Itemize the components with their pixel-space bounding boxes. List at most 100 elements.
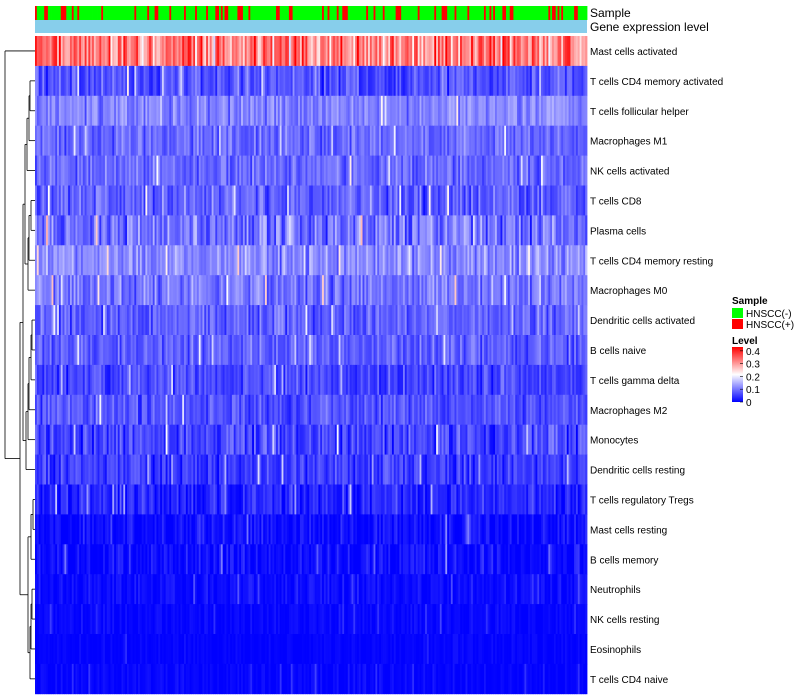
heatmap-cell (108, 305, 111, 336)
heatmap-cell (108, 95, 111, 127)
heatmap-cell (167, 484, 170, 515)
sample-annotation-cell-negative (187, 6, 190, 20)
heatmap-cell (355, 215, 358, 246)
heatmap-cell (423, 394, 426, 426)
sample-annotation-cell-negative (79, 6, 82, 20)
heatmap-cell (147, 305, 150, 336)
heatmap-cell (539, 95, 542, 127)
heatmap-cell (215, 95, 218, 127)
heatmap-cell (397, 155, 400, 186)
heatmap-cell (563, 424, 566, 455)
heatmap-cell (524, 305, 527, 336)
heatmap-cell (533, 424, 536, 455)
heatmap-cell (366, 125, 369, 156)
heatmap-cell (298, 65, 301, 97)
heatmap-cell (323, 215, 327, 246)
heatmap-cell (246, 454, 249, 485)
heatmap-cell (127, 245, 130, 276)
heatmap-cell (40, 65, 43, 97)
heatmap-cell (228, 155, 231, 186)
heatmap-cell (320, 275, 323, 306)
heatmap-cell (288, 65, 292, 97)
heatmap-cell (454, 155, 457, 186)
heatmap-cell (257, 275, 260, 306)
heatmap-cell (375, 275, 378, 306)
heatmap-cell (574, 36, 577, 67)
heatmap-cell (200, 155, 203, 186)
heatmap-cell (193, 454, 196, 485)
heatmap-cell (160, 125, 163, 156)
heatmap-cell (511, 424, 514, 455)
heatmap-cell (167, 394, 170, 426)
heatmap-cell (377, 125, 380, 156)
heatmap-cell (79, 424, 82, 455)
heatmap-cell (103, 185, 106, 216)
heatmap-cell (542, 215, 546, 246)
heatmap-cell (138, 335, 141, 366)
heatmap-cell (110, 394, 113, 426)
heatmap-cell (368, 454, 371, 485)
heatmap-cell (564, 424, 568, 455)
heatmap-cell (287, 95, 290, 127)
heatmap-cell (316, 185, 319, 216)
heatmap-cell (450, 125, 454, 156)
heatmap-cell (191, 65, 194, 97)
heatmap-cell (101, 305, 104, 336)
heatmap-cell (544, 125, 547, 156)
heatmap-cell (173, 305, 176, 336)
heatmap-cell (340, 394, 343, 426)
heatmap-cell (93, 424, 97, 455)
heatmap-cell (163, 394, 167, 426)
heatmap-cell (375, 65, 378, 97)
heatmap-cell (316, 155, 319, 186)
heatmap-cell (90, 364, 93, 396)
heatmap-cell (38, 275, 41, 306)
heatmap-cell (207, 36, 211, 67)
heatmap-cell (99, 454, 102, 485)
heatmap-cell (92, 305, 95, 336)
heatmap-cell (333, 36, 336, 67)
heatmap-cell (327, 125, 330, 156)
heatmap-cell (69, 185, 73, 216)
heatmap-cell (379, 424, 382, 455)
heatmap-cell (305, 364, 308, 396)
heatmap-cell (235, 185, 238, 216)
heatmap-cell (184, 185, 187, 216)
heatmap-cell (224, 245, 227, 276)
heatmap-cell (432, 155, 435, 186)
heatmap-cell (115, 155, 119, 186)
heatmap-cell (114, 125, 117, 156)
heatmap-cell (318, 364, 321, 396)
heatmap-cell (380, 65, 384, 97)
heatmap-cell (428, 36, 431, 67)
heatmap-cell (184, 125, 187, 156)
heatmap-cell (314, 454, 317, 485)
heatmap-cell (340, 65, 343, 97)
heatmap-cell (358, 215, 362, 246)
heatmap-cell (303, 65, 306, 97)
sample-annotation-cell-positive (215, 6, 218, 20)
heatmap-cell (36, 155, 40, 186)
heatmap-cell (93, 245, 97, 276)
heatmap-cell (195, 454, 198, 485)
heatmap-cell (358, 36, 362, 67)
sample-annotation-cell-negative (368, 6, 371, 20)
heatmap-cell (465, 155, 468, 186)
sample-annotation-cell-negative (458, 6, 461, 20)
heatmap-cell (316, 335, 319, 366)
heatmap-cell (572, 454, 575, 485)
heatmap-cell (84, 36, 87, 67)
heatmap-cell (320, 65, 323, 97)
heatmap-cell (184, 454, 187, 485)
sample-annotation-cell-positive (35, 6, 38, 20)
heatmap-cell (149, 454, 152, 485)
heatmap-cell (369, 364, 373, 396)
heatmap-cell (99, 394, 102, 426)
heatmap-cell (533, 125, 536, 156)
heatmap-cell (266, 65, 270, 97)
heatmap-cell (358, 245, 362, 276)
heatmap-cell (485, 65, 489, 97)
heatmap-cell (231, 275, 235, 306)
heatmap-cell (237, 364, 240, 396)
heatmap-cell (184, 335, 187, 366)
